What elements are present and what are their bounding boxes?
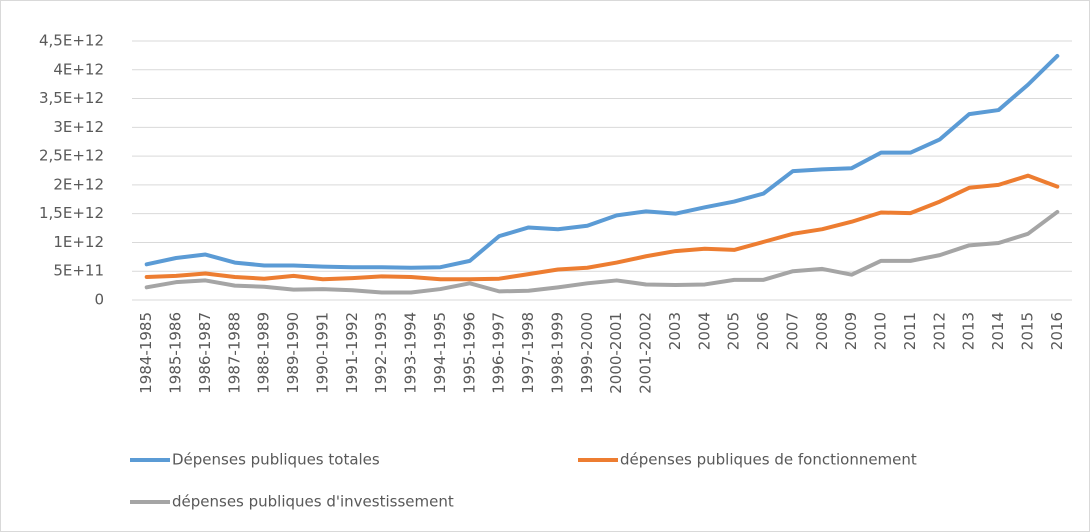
x-tick-label: 2000-2001 xyxy=(607,312,625,394)
x-tick-label: 1989-1990 xyxy=(284,312,302,394)
x-tick-label: 1998-1999 xyxy=(548,312,566,394)
x-tick-label: 2005 xyxy=(725,312,743,350)
x-tick-label: 1988-1989 xyxy=(255,312,273,394)
x-tick-label: 1991-1992 xyxy=(343,312,361,394)
x-tick-label: 2012 xyxy=(930,312,948,350)
y-tick-label: 4,5E+12 xyxy=(39,32,104,50)
x-tick-label: 2004 xyxy=(695,312,713,350)
x-tick-label: 1986-1987 xyxy=(196,312,214,394)
x-tick-label: 1987-1988 xyxy=(225,312,243,394)
legend-label: dépenses publiques de fonctionnement xyxy=(620,451,917,469)
x-tick-label: 2001-2002 xyxy=(637,312,655,394)
x-tick-label: 1997-1998 xyxy=(519,312,537,394)
x-tick-label: 2011 xyxy=(901,312,919,350)
x-tick-label: 2008 xyxy=(813,312,831,350)
x-tick-label: 1990-1991 xyxy=(313,312,331,394)
y-tick-label: 0 xyxy=(94,291,104,309)
x-tick-label: 2015 xyxy=(1018,312,1036,350)
x-tick-label: 1995-1996 xyxy=(460,312,478,394)
x-tick-label: 1992-1993 xyxy=(372,312,390,394)
y-tick-label: 2E+12 xyxy=(53,175,104,193)
x-tick-label: 2014 xyxy=(989,312,1007,350)
y-tick-label: 2,5E+12 xyxy=(39,147,104,165)
y-tick-label: 3,5E+12 xyxy=(39,89,104,107)
x-tick-label: 1996-1997 xyxy=(490,312,508,394)
x-tick-label: 1984-1985 xyxy=(137,312,155,394)
x-tick-label: 2010 xyxy=(872,312,890,350)
x-tick-label: 1993-1994 xyxy=(402,312,420,394)
x-tick-label: 2003 xyxy=(666,312,684,350)
y-tick-label: 1E+12 xyxy=(53,233,104,251)
legend-label: Dépenses publiques totales xyxy=(172,451,380,469)
series-line xyxy=(144,209,1060,295)
x-tick-label: 2009 xyxy=(842,312,860,350)
x-tick-label: 1985-1986 xyxy=(167,312,185,394)
y-tick-label: 5E+11 xyxy=(53,262,104,280)
series-line xyxy=(144,173,1060,282)
x-tick-label: 1999-2000 xyxy=(578,312,596,394)
legend-label: dépenses publiques d'investissement xyxy=(172,493,454,511)
y-tick-label: 4E+12 xyxy=(53,60,104,78)
y-tick-label: 3E+12 xyxy=(53,118,104,136)
x-tick-label: 2016 xyxy=(1048,312,1066,350)
y-tick-label: 1,5E+12 xyxy=(39,204,104,222)
x-tick-label: 1994-1995 xyxy=(431,312,449,394)
x-tick-label: 2007 xyxy=(783,312,801,350)
x-tick-label: 2013 xyxy=(960,312,978,350)
x-tick-label: 2006 xyxy=(754,312,772,350)
series-line xyxy=(144,53,1060,270)
